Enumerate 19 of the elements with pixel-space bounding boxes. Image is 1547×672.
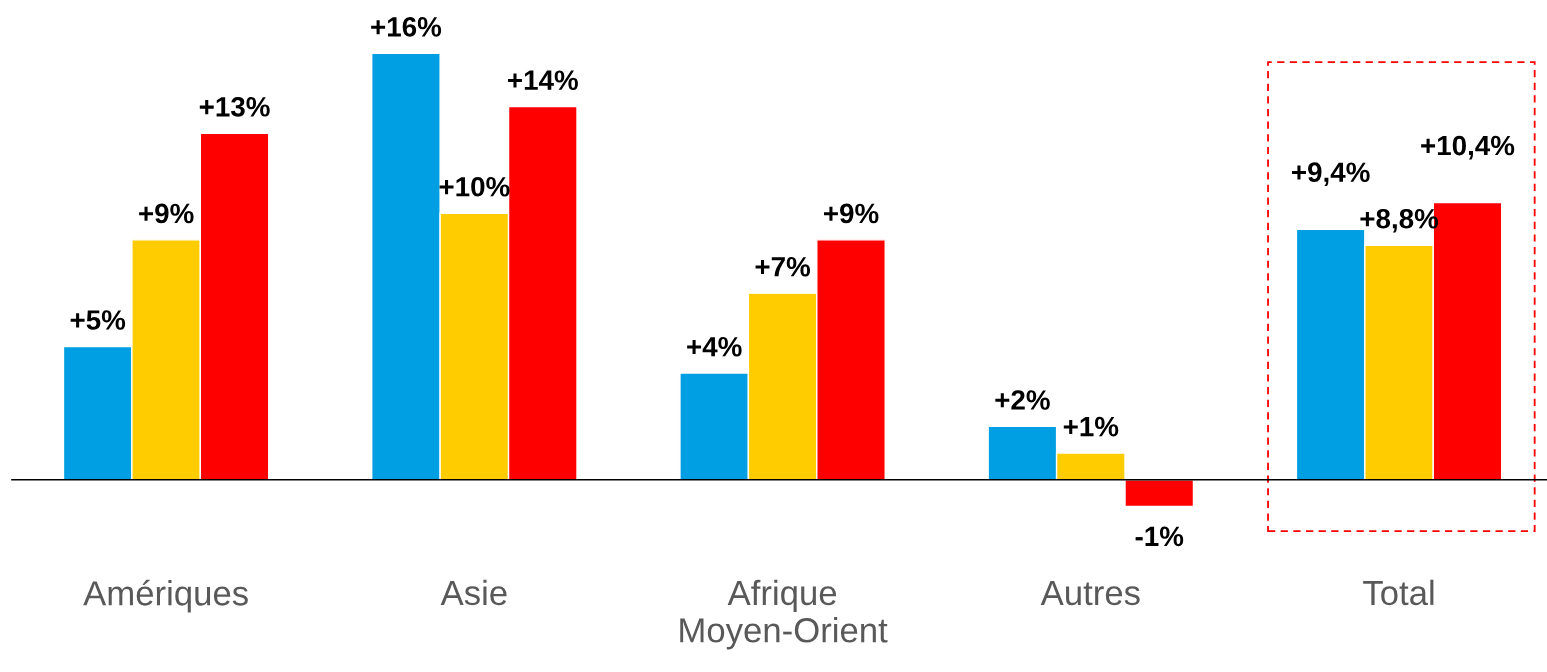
- data-label: +5%: [70, 310, 126, 330]
- data-label: +13%: [199, 96, 270, 117]
- data-label: +4%: [687, 336, 742, 357]
- bar: [1124, 479, 1195, 508]
- x-tick-label: Amériques: [83, 579, 248, 613]
- x-tick-label: Afrique Moyen-Orient: [680, 579, 888, 650]
- x-tick-label: Asie: [440, 579, 507, 606]
- data-label: +1%: [1063, 416, 1119, 437]
- data-label: +9%: [823, 203, 879, 224]
- data-label: -1%: [1135, 526, 1184, 547]
- data-label: +2%: [995, 390, 1050, 410]
- x-tick-label: Autres: [1040, 580, 1140, 606]
- x-tick-label: Total: [1363, 579, 1434, 606]
- data-label: +10,4%: [1421, 135, 1515, 160]
- data-label: +7%: [755, 256, 811, 277]
- data-label: +14%: [508, 70, 578, 90]
- data-label: +16%: [371, 17, 442, 37]
- data-label: +9,4%: [1292, 162, 1370, 187]
- data-label: +9%: [139, 203, 194, 224]
